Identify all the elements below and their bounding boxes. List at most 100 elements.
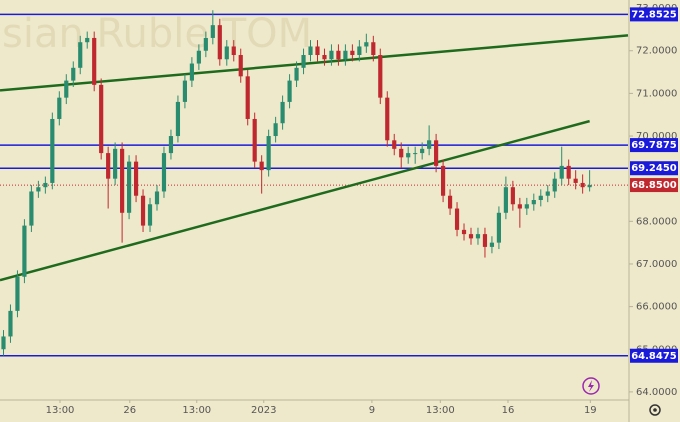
candle-body <box>224 46 229 60</box>
watermark: sian Ruble TOM <box>2 11 312 57</box>
candle-body <box>454 208 460 230</box>
x-tick-label: 13:00 <box>182 405 211 416</box>
y-tick-label: 67.0000 <box>636 259 677 270</box>
candle-body <box>427 140 432 149</box>
candle-body <box>273 123 278 137</box>
candle-body <box>357 46 362 56</box>
candle-body <box>524 204 529 209</box>
price-tag-label: 69.7875 <box>631 140 677 151</box>
candle-body <box>168 136 174 154</box>
candle-body <box>343 50 348 60</box>
candle-body <box>552 178 557 192</box>
candle-body <box>133 161 139 196</box>
candle-body <box>203 37 208 51</box>
candle-body <box>196 50 201 64</box>
candle-body <box>461 229 467 235</box>
candle-body <box>559 165 564 179</box>
candle-body <box>15 276 20 311</box>
candle-body <box>468 234 474 239</box>
y-tick-label: 72.0000 <box>636 46 677 57</box>
candle-body <box>434 140 439 166</box>
candle-body <box>217 25 222 60</box>
x-tick-label: 16 <box>502 405 515 416</box>
price-tag-label: 64.8475 <box>631 351 677 362</box>
candle-body <box>482 234 488 247</box>
candle-body <box>406 153 411 158</box>
price-tag-label: 69.2450 <box>631 163 677 174</box>
candle-body <box>301 55 306 68</box>
candle-body <box>126 161 132 213</box>
y-tick-label: 66.0000 <box>636 302 677 313</box>
candle-body <box>36 187 41 192</box>
candle-body <box>531 200 536 205</box>
price-tag <box>630 348 678 363</box>
price-tag-label: 68.8500 <box>631 180 677 191</box>
candle-body <box>399 148 404 158</box>
x-tick-label: 19 <box>584 405 597 416</box>
candle-body <box>182 80 188 102</box>
candle-body <box>447 195 453 209</box>
flash-icon[interactable] <box>582 377 600 395</box>
candle-body <box>210 25 215 38</box>
candle-body <box>517 204 522 209</box>
candle-body <box>503 187 508 213</box>
candle-body <box>113 148 118 179</box>
price-tag-label: 72.8525 <box>631 9 677 20</box>
candle-body <box>413 153 418 155</box>
candle-body <box>378 55 383 98</box>
candle-body <box>496 212 502 243</box>
price-tag <box>630 161 678 176</box>
y-tick-label: 68.0000 <box>636 216 677 227</box>
candle-body <box>120 148 125 213</box>
x-tick-label: 13:00 <box>46 405 75 416</box>
candle-body <box>161 153 167 192</box>
candle-body <box>280 101 285 124</box>
candle-body <box>322 55 327 60</box>
candle-body <box>238 55 243 77</box>
candle-body <box>294 67 299 81</box>
candle-body <box>8 310 13 337</box>
candle-body <box>392 140 397 149</box>
candle-body <box>573 178 578 183</box>
candle-body <box>510 187 515 205</box>
candle-body <box>385 97 390 141</box>
candle-body <box>22 225 27 277</box>
candle-body <box>329 50 334 60</box>
candle-body <box>489 242 495 247</box>
candle-body <box>315 46 320 56</box>
trend-line <box>0 119 590 282</box>
candle-body <box>245 76 250 119</box>
candle-body <box>545 191 550 196</box>
candle-body <box>43 182 48 188</box>
x-tick-label: 2023 <box>251 405 276 416</box>
candle-body <box>350 50 355 56</box>
y-tick-label: 71.0000 <box>636 88 677 99</box>
candle-body <box>1 336 6 350</box>
candle-body <box>287 80 292 102</box>
candle-body <box>252 118 257 162</box>
candle-body <box>78 42 83 68</box>
candle-body <box>440 165 446 196</box>
candle-body <box>364 42 369 47</box>
price-tag <box>630 7 678 22</box>
candle-body <box>231 46 236 56</box>
candle-body <box>371 42 376 56</box>
x-tick-label: 13:00 <box>426 405 455 416</box>
candle-body <box>266 136 271 171</box>
candle-body <box>538 195 543 200</box>
price-tag <box>630 138 678 153</box>
candle-body <box>85 37 90 43</box>
price-tag <box>630 178 678 193</box>
candle-body <box>587 185 592 188</box>
candle-body <box>92 37 97 85</box>
candle-body <box>154 191 160 205</box>
trend-line <box>0 34 629 92</box>
candle-body <box>308 46 313 56</box>
candle-body <box>580 182 585 188</box>
y-tick-label: 64.0000 <box>636 387 677 398</box>
candle-body <box>50 118 55 183</box>
candle-body <box>147 204 153 226</box>
settings-icon[interactable] <box>649 404 661 416</box>
